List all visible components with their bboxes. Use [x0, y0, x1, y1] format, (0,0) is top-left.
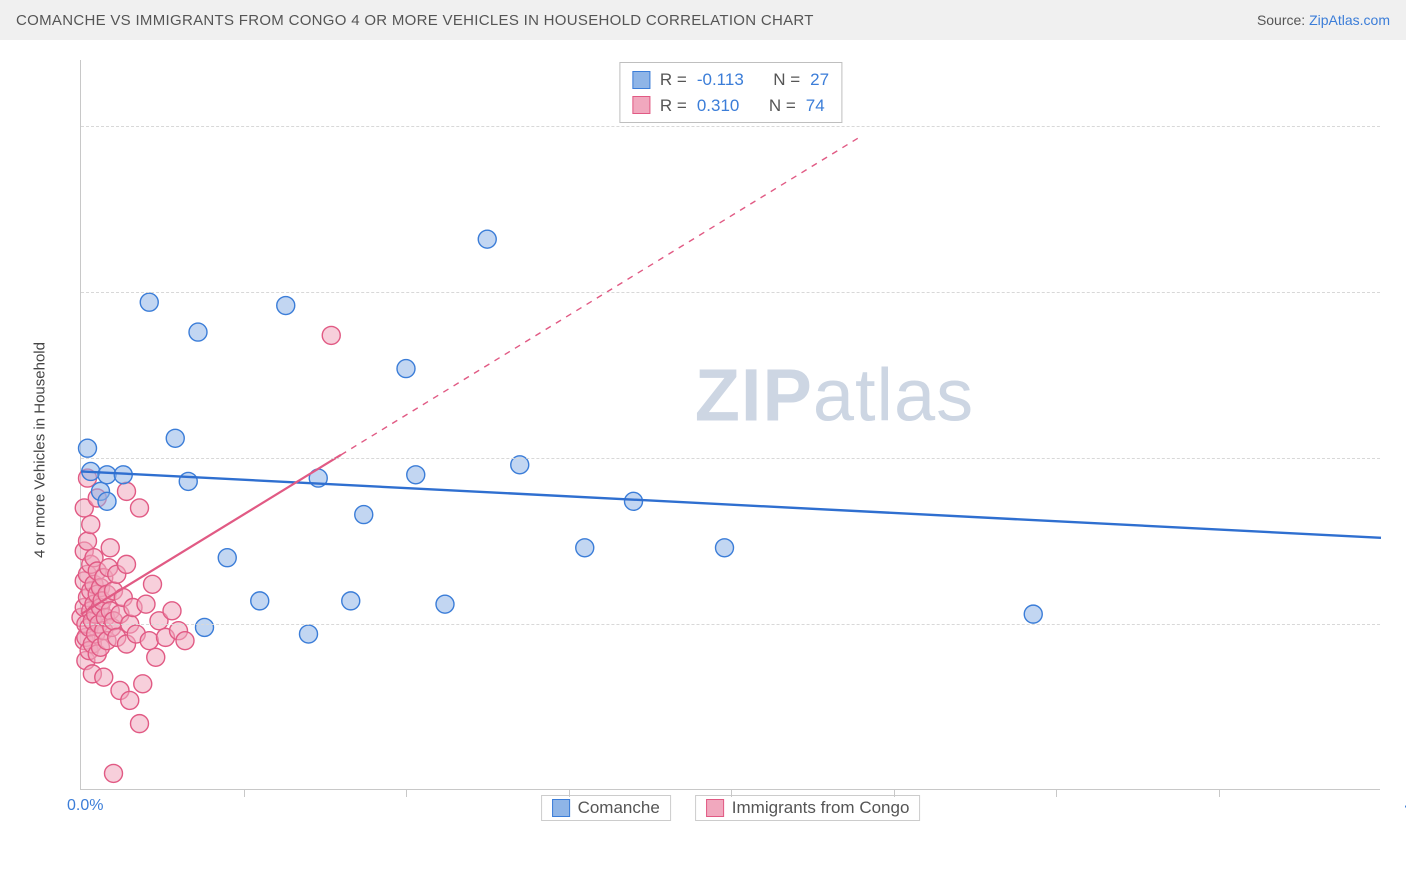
source-prefix: Source: — [1257, 12, 1309, 28]
data-point — [118, 555, 136, 573]
data-point — [1024, 605, 1042, 623]
data-point — [196, 618, 214, 636]
data-point — [397, 360, 415, 378]
x-tick-mark — [731, 789, 732, 797]
trend-line — [341, 136, 861, 455]
data-point — [95, 668, 113, 686]
legend-item-comanche: Comanche — [541, 795, 671, 821]
data-point — [251, 592, 269, 610]
gridline-h — [81, 126, 1380, 127]
data-point — [625, 492, 643, 510]
data-point — [82, 516, 100, 534]
n-value-0: 27 — [810, 67, 829, 93]
x-tick-mark — [569, 789, 570, 797]
data-point — [189, 323, 207, 341]
r-value-0: -0.113 — [697, 67, 744, 93]
data-point — [300, 625, 318, 643]
data-point — [716, 539, 734, 557]
data-point — [105, 764, 123, 782]
chart-area: 4 or more Vehicles in Household ZIPatlas… — [50, 60, 1390, 840]
n-label: N = — [773, 67, 800, 93]
source-link[interactable]: ZipAtlas.com — [1309, 12, 1390, 28]
data-point — [576, 539, 594, 557]
x-tick-mark — [244, 789, 245, 797]
correlation-stats-box: R = -0.113 N = 27 R = 0.310 N = 74 — [619, 62, 842, 123]
gridline-h — [81, 624, 1380, 625]
legend-swatch-comanche — [552, 799, 570, 817]
data-point — [121, 691, 139, 709]
y-tick-label: 10.0% — [1388, 449, 1406, 467]
data-point — [322, 326, 340, 344]
data-point — [179, 472, 197, 490]
swatch-comanche — [632, 71, 650, 89]
data-point — [478, 230, 496, 248]
x-tick-mark — [1056, 789, 1057, 797]
stats-row-series-1: R = 0.310 N = 74 — [632, 93, 829, 119]
stats-row-series-0: R = -0.113 N = 27 — [632, 67, 829, 93]
data-point — [98, 492, 116, 510]
scatter-svg — [81, 60, 1380, 789]
data-point — [140, 293, 158, 311]
x-axis-origin-label: 0.0% — [67, 797, 103, 815]
data-point — [131, 715, 149, 733]
y-axis-label: 4 or more Vehicles in Household — [32, 342, 49, 558]
x-tick-mark — [894, 789, 895, 797]
legend-label-0: Comanche — [578, 798, 660, 818]
y-tick-label: 15.0% — [1388, 283, 1406, 301]
y-tick-label: 5.0% — [1388, 615, 1406, 633]
gridline-h — [81, 458, 1380, 459]
data-point — [436, 595, 454, 613]
data-point — [176, 632, 194, 650]
data-point — [342, 592, 360, 610]
data-point — [166, 429, 184, 447]
data-point — [101, 539, 119, 557]
legend-label-1: Immigrants from Congo — [732, 798, 910, 818]
n-value-1: 74 — [806, 93, 825, 119]
swatch-congo — [632, 96, 650, 114]
r-label: R = — [660, 67, 687, 93]
data-point — [79, 439, 97, 457]
data-point — [140, 632, 158, 650]
n-label: N = — [769, 93, 796, 119]
data-point — [98, 466, 116, 484]
header-bar: COMANCHE VS IMMIGRANTS FROM CONGO 4 OR M… — [0, 0, 1406, 40]
chart-title: COMANCHE VS IMMIGRANTS FROM CONGO 4 OR M… — [16, 12, 814, 29]
data-point — [137, 595, 155, 613]
data-point — [163, 602, 181, 620]
trend-line — [81, 471, 1381, 537]
data-point — [147, 648, 165, 666]
y-tick-label: 20.0% — [1388, 117, 1406, 135]
data-point — [277, 297, 295, 315]
legend-item-congo: Immigrants from Congo — [695, 795, 921, 821]
gridline-h — [81, 292, 1380, 293]
data-point — [144, 575, 162, 593]
data-point — [118, 482, 136, 500]
x-tick-mark — [1219, 789, 1220, 797]
bottom-legend: Comanche Immigrants from Congo — [541, 795, 921, 821]
data-point — [218, 549, 236, 567]
r-value-1: 0.310 — [697, 93, 740, 119]
plot-region: ZIPatlas R = -0.113 N = 27 R = 0.310 N =… — [80, 60, 1380, 790]
data-point — [134, 675, 152, 693]
x-tick-mark — [406, 789, 407, 797]
data-point — [355, 506, 373, 524]
data-point — [131, 499, 149, 517]
r-label: R = — [660, 93, 687, 119]
data-point — [407, 466, 425, 484]
source-attribution: Source: ZipAtlas.com — [1257, 12, 1390, 28]
data-point — [79, 532, 97, 550]
legend-swatch-congo — [706, 799, 724, 817]
